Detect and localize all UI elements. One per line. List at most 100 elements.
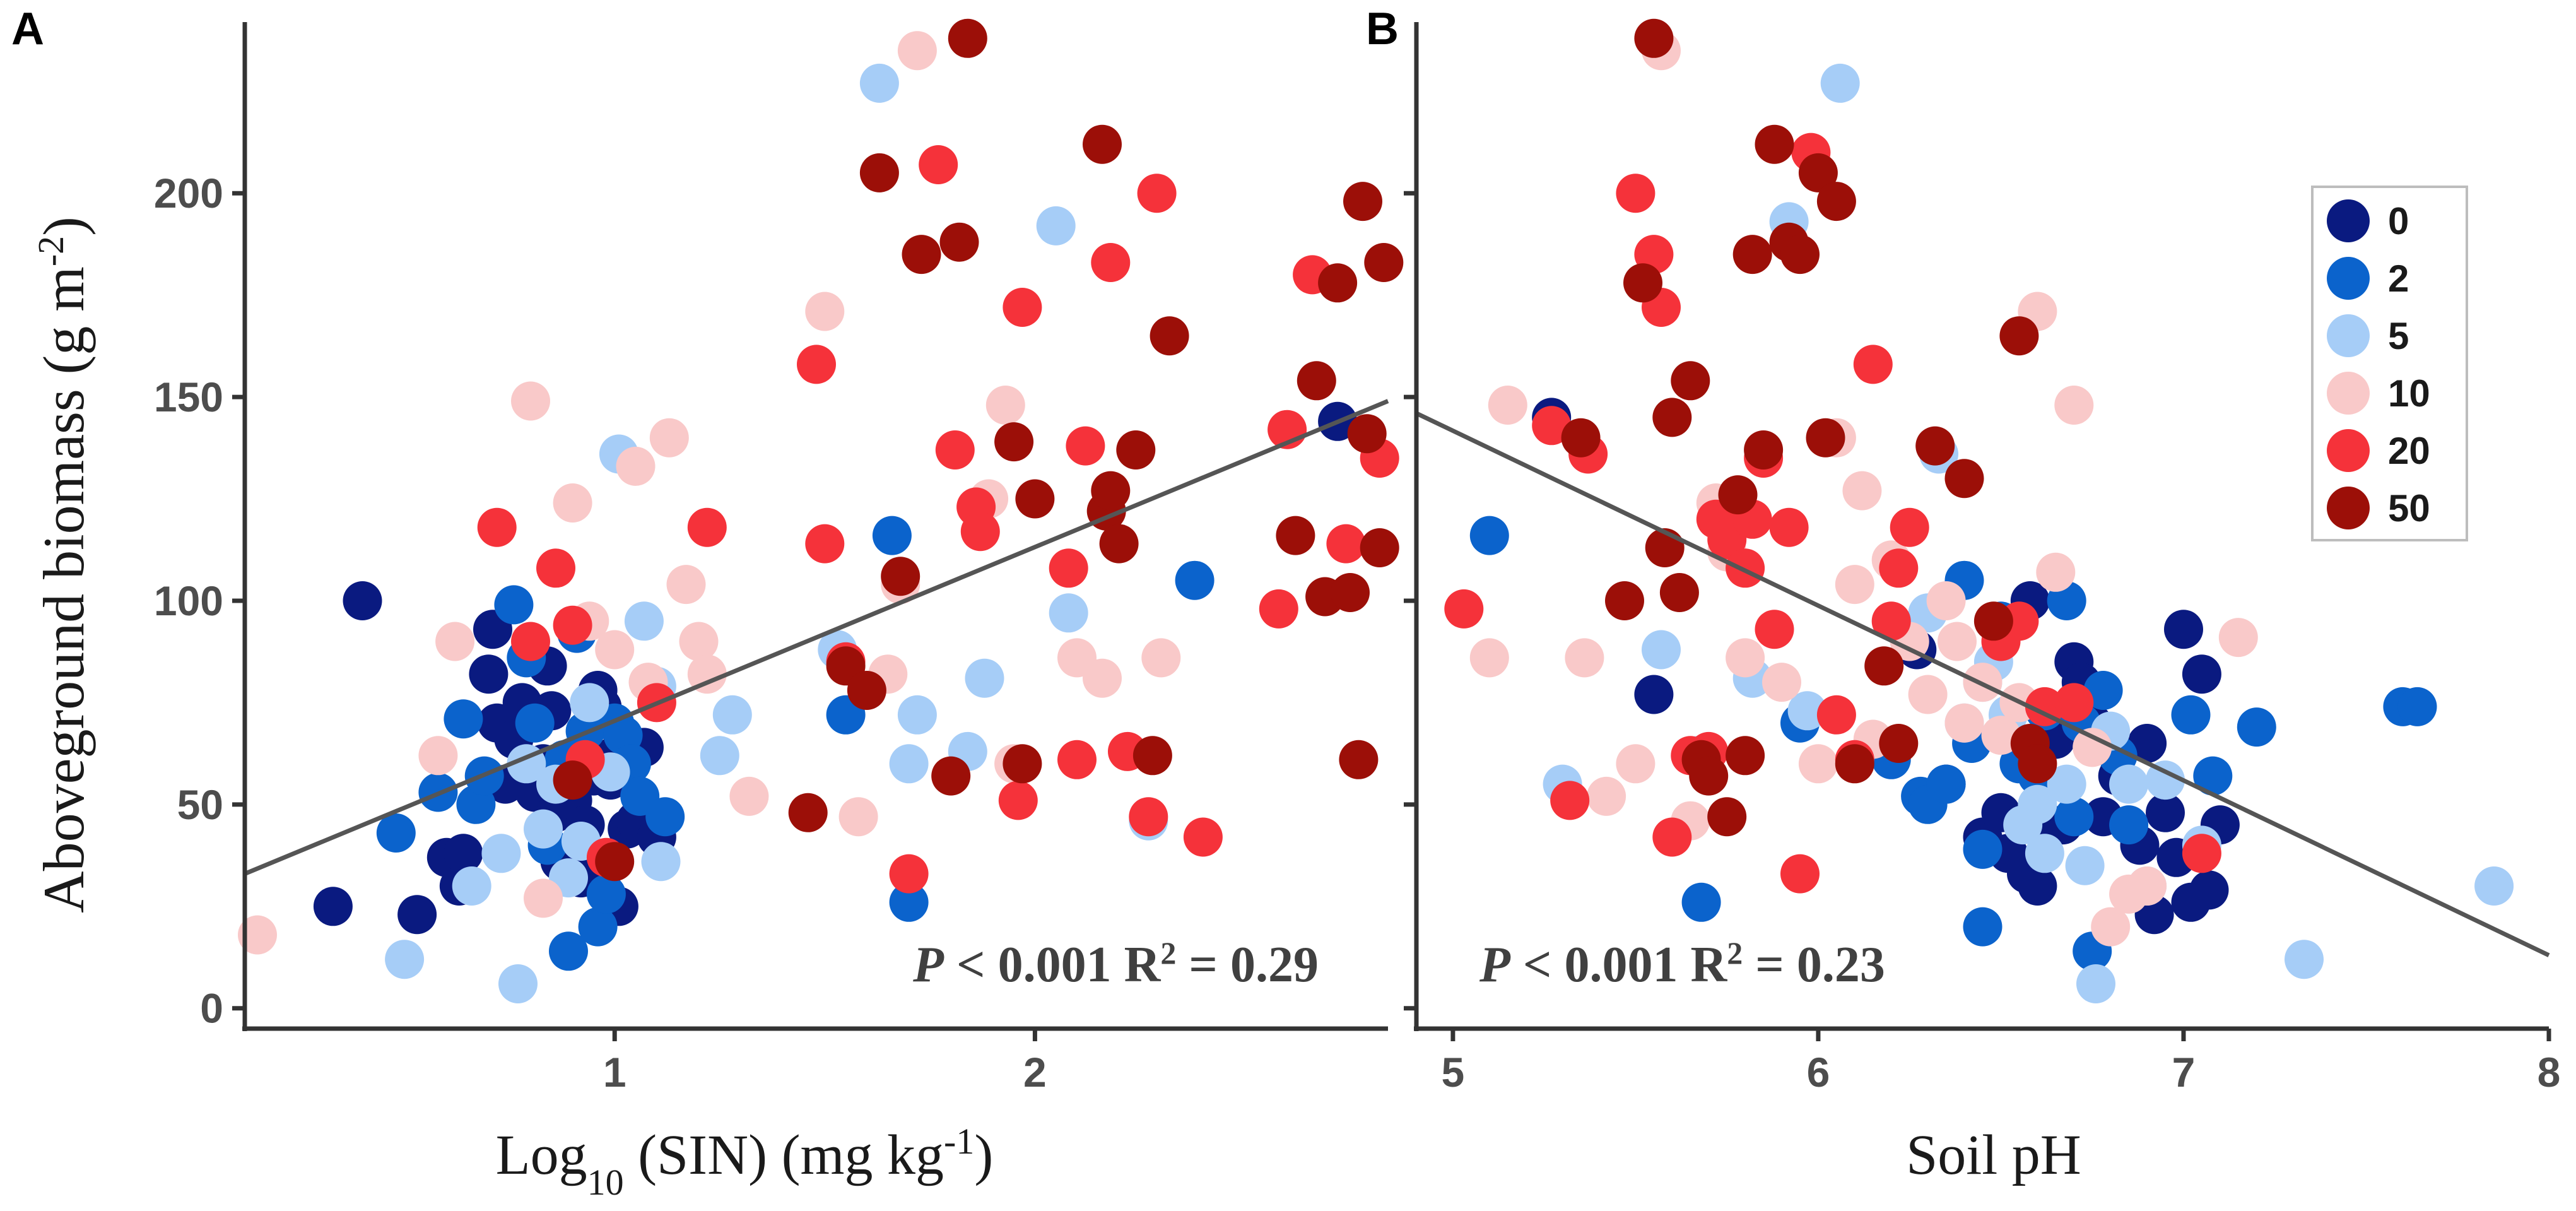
point-a-n10-10 [649, 418, 689, 458]
point-b-n2-23 [2193, 756, 2233, 796]
point-a-n20-8 [797, 345, 836, 384]
point-b-n20-0 [1444, 589, 1484, 629]
point-b-n10-1 [1488, 386, 1527, 425]
point-b-n50-6 [1659, 573, 1699, 612]
point-a-n0-2 [397, 895, 437, 935]
point-a-n5-2 [481, 834, 521, 873]
point-a-n50-3 [847, 671, 886, 710]
point-a-n2-21 [872, 516, 912, 555]
point-a-n5-0 [385, 940, 425, 979]
point-b-n50-0 [1561, 418, 1601, 458]
point-a-n2-22 [889, 882, 929, 922]
point-b-n10-11 [1798, 744, 1838, 784]
point-b-n10-9 [1726, 638, 1765, 678]
point-b-n2-0 [1469, 516, 1509, 555]
point-b-n20-19 [1816, 695, 1856, 735]
point-b-n2-22 [2171, 695, 2211, 735]
point-b-n10-19 [1926, 581, 1966, 620]
point-a-n50-12 [1015, 479, 1055, 519]
point-b-n50-9 [1689, 756, 1729, 796]
legend-key-10 [2327, 372, 2370, 415]
point-b-n10-0 [1469, 638, 1509, 678]
point-a-n20-11 [889, 854, 929, 894]
point-b-n5-1 [1642, 630, 1681, 670]
point-a-n50-23 [1318, 263, 1358, 303]
point-a-n2-14 [586, 874, 626, 914]
point-a-n50-25 [1339, 740, 1379, 779]
point-b-n5-16 [2047, 764, 2086, 804]
point-a-n20-16 [998, 781, 1038, 820]
point-a-n50-4 [859, 153, 899, 192]
panel-a-x-axis-title: Log10 (SIN) (mg kg-1) [496, 1121, 994, 1203]
point-b-n50-18 [1798, 153, 1838, 192]
point-a-n50-18 [1132, 736, 1172, 776]
point-b-n50-29 [2018, 744, 2057, 784]
point-b-n20-12 [1726, 548, 1765, 588]
point-a-n50-20 [1276, 516, 1315, 555]
point-b-n20-17 [1780, 854, 1820, 894]
point-a-n20-18 [1049, 548, 1088, 588]
point-a-n10-2 [435, 622, 475, 661]
point-a-n50-27 [1347, 414, 1387, 454]
panel-a-fit-line [244, 399, 1389, 876]
point-b-n5-17 [2065, 846, 2105, 885]
point-a-n2-7 [515, 703, 555, 743]
point-a-n20-25 [1183, 817, 1223, 857]
point-b-n50-13 [1732, 235, 1772, 275]
y-tick-label-100: 100 [154, 577, 223, 624]
point-a-n10-16 [838, 797, 878, 837]
legend-label-5: 5 [2388, 315, 2409, 357]
point-a-n2-23 [1175, 560, 1214, 600]
point-b-n50-26 [1973, 601, 2013, 641]
point-a-n5-16 [712, 695, 752, 735]
point-a-n5-19 [889, 744, 929, 784]
point-a-n10-1 [418, 736, 458, 776]
point-b-n10-21 [1944, 703, 1984, 743]
point-b-n20-28 [2054, 683, 2094, 723]
point-a-n20-29 [1326, 524, 1366, 564]
point-a-n10-7 [595, 630, 635, 670]
point-b-n2-19 [2083, 671, 2123, 710]
point-b-n20-22 [1871, 601, 1911, 641]
point-b-n2-26 [2397, 687, 2437, 726]
point-a-n10-21 [985, 386, 1025, 425]
point-a-n0-5 [444, 834, 483, 873]
point-a-n20-13 [935, 430, 975, 470]
point-a-n20-21 [1091, 243, 1131, 282]
point-b-n10-29 [2091, 907, 2131, 947]
point-a-n5-12 [624, 601, 664, 641]
point-a-n5-18 [859, 63, 899, 103]
point-a-n5-15 [700, 736, 739, 776]
point-a-n2-2 [444, 699, 483, 739]
point-b-n5-5 [1787, 691, 1827, 731]
point-b-n5-18 [2076, 964, 2115, 1003]
point-a-n5-5 [524, 809, 563, 849]
point-a-n10-19 [897, 31, 937, 71]
point-b-n20-15 [1755, 610, 1794, 649]
point-b-n50-17 [1780, 235, 1820, 275]
legend-key-2 [2327, 257, 2370, 300]
point-b-n10-18 [1908, 675, 1948, 714]
point-a-n10-8 [616, 446, 656, 486]
point-a-n20-9 [805, 524, 845, 564]
point-b-n0-20 [2146, 793, 2185, 832]
legend-label-50: 50 [2388, 487, 2430, 529]
point-a-n5-22 [965, 658, 1004, 698]
point-b-n10-4 [1616, 744, 1656, 784]
point-a-n50-19 [1150, 316, 1189, 356]
point-a-n5-20 [897, 695, 937, 735]
point-a-n20-20 [1066, 426, 1105, 466]
point-b-n20-23 [1879, 548, 1919, 588]
point-b-n2-6 [1926, 764, 1966, 804]
panel-b-stats-annotation: P < 0.001 R2 = 0.23 [1479, 935, 1885, 993]
panel-b-axes: 5 6 7 8 [1404, 22, 2560, 1096]
point-a-n5-9 [570, 683, 609, 723]
point-b-n50-10 [1707, 797, 1747, 837]
point-b-n10-27 [2054, 386, 2094, 425]
point-a-n50-7 [931, 756, 971, 796]
point-a-n10-15 [805, 292, 845, 331]
point-a-n50-16 [1099, 524, 1139, 564]
point-b-n10-32 [2218, 618, 2258, 658]
y-axis-title: Aboveground biomass (g m-2) [30, 216, 97, 913]
panel-a-stats-annotation: P < 0.001 R2 = 0.29 [912, 935, 1319, 993]
